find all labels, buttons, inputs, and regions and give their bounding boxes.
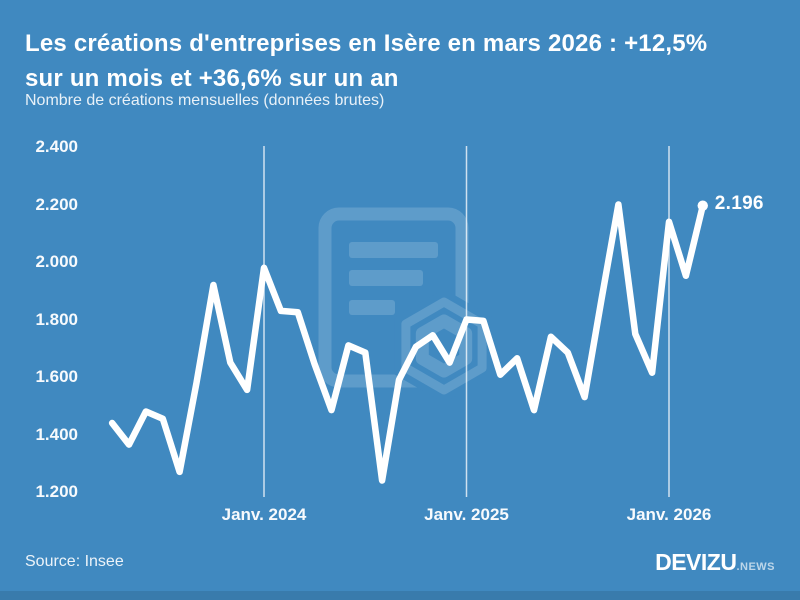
page-title: Les créations d'entreprises en Isère en … (25, 26, 785, 96)
watermark-page-outline (318, 207, 469, 388)
last-point-marker (697, 200, 708, 211)
brand-logo-suffix: .NEWS (736, 561, 775, 573)
y-tick-label: 2.000 (35, 252, 78, 271)
title-line-1: Les créations d'entreprises en Isère en … (25, 30, 708, 57)
source-note: Source: Insee (25, 553, 124, 570)
watermark-text-bar-1 (349, 242, 438, 258)
brand-logo-text: DEVIZU (655, 549, 737, 575)
x-tick-label: Janv. 2024 (221, 505, 307, 524)
watermark-hexagon-inner (415, 314, 473, 378)
y-tick-label: 1.200 (35, 482, 78, 501)
x-tick-label: Janv. 2026 (626, 505, 712, 524)
y-tick-label: 2.200 (35, 194, 78, 214)
monthly-creations-line-series (108, 201, 707, 484)
x-tick-label: Janv. 2025 (424, 505, 509, 524)
watermark-document-icon (318, 207, 494, 403)
bottom-accent-strip (0, 591, 800, 600)
y-tick-label: 1.400 (35, 424, 78, 444)
y-tick-label: 2.400 (35, 137, 78, 156)
watermark-text-bar-3 (349, 300, 395, 315)
y-tick-label: 1.800 (35, 309, 78, 329)
watermark-text-bar-2 (349, 270, 423, 286)
brand-logo: DEVIZU .NEWS (655, 549, 775, 576)
y-tick-label: 1.600 (35, 367, 78, 386)
title-line-2: sur un mois et +36,6% sur un an (25, 65, 399, 92)
last-value-label: 2.196 (714, 192, 764, 214)
chart-subtitle: Nombre de créations mensuelles (données … (25, 92, 385, 109)
